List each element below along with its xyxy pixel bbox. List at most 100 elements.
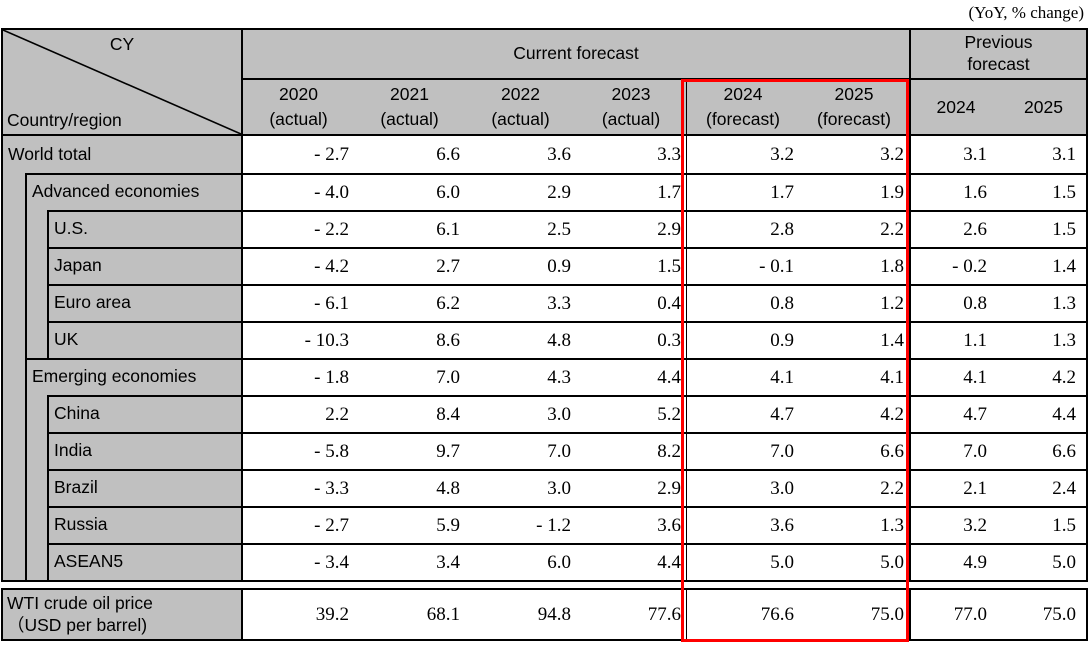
year-label: 2024: [723, 84, 763, 105]
corner-header-cell: CY Country/region: [3, 30, 243, 134]
forecast-group-header-row: Current forecast Previous forecast: [243, 30, 1086, 80]
value-cell: 3.2: [799, 136, 911, 173]
value-cell: 8.6: [354, 321, 465, 358]
value-cell: 2.7: [354, 247, 465, 284]
value-cell: - 3.3: [243, 469, 354, 506]
forecast-table: CY Country/region Current forecast Previ…: [1, 28, 1088, 582]
value-cell: 3.1: [911, 136, 1001, 173]
year-column-header-2024-forecast: 2024 (forecast): [687, 80, 799, 134]
value-cell: 2.9: [576, 210, 687, 247]
value-cell: - 1.8: [243, 358, 354, 395]
row-label: U.S.: [3, 210, 243, 247]
table-body: World total - 2.7 6.6 3.6 3.3 3.2 3.2 3.1 3.1 Adv…: [3, 136, 1086, 580]
value-cell: 1.9: [799, 173, 911, 210]
value-cell: 1.7: [576, 173, 687, 210]
value-cell: - 5.8: [243, 432, 354, 469]
units-caption: (YoY, % change): [968, 3, 1084, 22]
value-cell: 6.6: [354, 136, 465, 173]
row-label: Japan: [3, 247, 243, 284]
wti-value-cell: 39.2: [243, 590, 354, 639]
row-label: Emerging economies: [3, 358, 243, 395]
value-cell: 3.3: [465, 284, 576, 321]
table-row: India - 5.8 9.7 7.0 8.2 7.0 6.6 7.0 6.6: [3, 432, 1086, 469]
value-cell: 3.6: [465, 136, 576, 173]
value-cell: 0.8: [911, 284, 1001, 321]
value-cell: 2.1: [911, 469, 1001, 506]
value-cell: 0.9: [687, 321, 799, 358]
table-row: World total - 2.7 6.6 3.6 3.3 3.2 3.2 3.1 3.1: [3, 136, 1086, 173]
wti-row-label: WTI crude oil price （USD per barrel): [3, 590, 243, 639]
value-cell: 5.0: [687, 543, 799, 580]
value-cell: 3.0: [465, 469, 576, 506]
value-cell: 2.2: [799, 210, 911, 247]
value-cell: 6.6: [799, 432, 911, 469]
indent-group-line: [47, 210, 49, 358]
value-cell: 3.0: [687, 469, 799, 506]
year-note: (actual): [491, 109, 550, 129]
value-cell: 0.8: [687, 284, 799, 321]
indent-group-line: [47, 395, 49, 580]
wti-value-cell: 68.1: [354, 590, 465, 639]
wti-value-cell: 77.0: [911, 590, 1001, 639]
value-cell: 7.0: [354, 358, 465, 395]
value-cell: 6.2: [354, 284, 465, 321]
table-row: Euro area - 6.1 6.2 3.3 0.4 0.8 1.2 0.8 1.3: [3, 284, 1086, 321]
row-label: Russia: [3, 506, 243, 543]
wti-table: WTI crude oil price （USD per barrel) 39.…: [1, 588, 1088, 641]
current-forecast-header: Current forecast: [243, 30, 911, 78]
value-cell: 4.4: [576, 358, 687, 395]
row-label: ASEAN5: [3, 543, 243, 580]
value-cell: 3.4: [354, 543, 465, 580]
year-note: (actual): [601, 109, 661, 129]
value-cell: 4.4: [1001, 395, 1086, 432]
value-cell: - 1.2: [465, 506, 576, 543]
value-cell: 3.6: [576, 506, 687, 543]
year-label: 2022: [501, 84, 540, 105]
year-column-header-2021-actual: 2021 (actual): [354, 80, 465, 134]
row-label: Advanced economies: [3, 173, 243, 210]
wti-label-line1: WTI crude oil price: [7, 593, 153, 614]
value-cell: 7.0: [465, 432, 576, 469]
table-row: Japan - 4.2 2.7 0.9 1.5- 0.1 1.8- 0.2 1.4: [3, 247, 1086, 284]
indent-group-line: [25, 173, 27, 580]
value-cell: 7.0: [911, 432, 1001, 469]
value-cell: 2.5: [465, 210, 576, 247]
wti-value-cell: 75.0: [799, 590, 911, 639]
value-cell: 1.3: [1001, 284, 1086, 321]
value-cell: 1.5: [1001, 506, 1086, 543]
value-cell: - 0.2: [911, 247, 1001, 284]
value-cell: 4.8: [354, 469, 465, 506]
country-region-label: Country/region: [7, 110, 122, 130]
value-cell: 3.2: [911, 506, 1001, 543]
year-column-header-2023-actual: 2023 (actual): [576, 80, 687, 134]
table-row: Emerging economies - 1.8 7.0 4.3 4.4 4.1 4.1 4.…: [3, 358, 1086, 395]
table-row: Russia - 2.7 5.9- 1.2 3.6 3.6 1.3 3.2 1.5: [3, 506, 1086, 543]
wti-value-cell: 75.0: [1001, 590, 1086, 639]
value-cell: - 6.1: [243, 284, 354, 321]
value-cell: 2.8: [687, 210, 799, 247]
previous-year-column-header-2024: 2024: [911, 80, 1001, 134]
value-cell: 4.1: [911, 358, 1001, 395]
row-label: Euro area: [3, 284, 243, 321]
value-cell: 9.7: [354, 432, 465, 469]
value-cell: - 2.7: [243, 136, 354, 173]
value-cell: 2.9: [465, 173, 576, 210]
value-cell: 3.2: [687, 136, 799, 173]
year-column-header-2025-forecast: 2025 (forecast): [799, 80, 911, 134]
value-cell: 1.3: [1001, 321, 1086, 358]
table-header: CY Country/region Current forecast Previ…: [3, 30, 1086, 136]
value-cell: 4.1: [687, 358, 799, 395]
diagonal-divider-line: [3, 30, 241, 134]
value-cell: 5.0: [1001, 543, 1086, 580]
cy-label: CY: [109, 34, 135, 54]
wti-value-cell: 76.6: [687, 590, 799, 639]
value-cell: 7.0: [687, 432, 799, 469]
year-column-header-2022-actual: 2022 (actual): [465, 80, 576, 134]
value-cell: 1.2: [799, 284, 911, 321]
value-cell: - 4.2: [243, 247, 354, 284]
value-cell: 3.3: [576, 136, 687, 173]
year-label: 2025: [1024, 96, 1063, 117]
row-label: World total: [3, 136, 243, 173]
header-columns-area: Current forecast Previous forecast 2020 …: [243, 30, 1086, 134]
